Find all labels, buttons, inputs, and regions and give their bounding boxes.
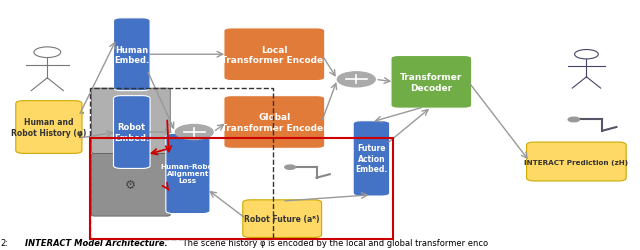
- Text: |: |: [127, 102, 134, 122]
- Text: Robot
Embed.: Robot Embed.: [114, 123, 149, 142]
- FancyBboxPatch shape: [113, 96, 150, 169]
- FancyBboxPatch shape: [92, 89, 170, 154]
- Text: Human and
Robot History (φ): Human and Robot History (φ): [11, 118, 86, 137]
- FancyBboxPatch shape: [16, 101, 82, 154]
- Circle shape: [568, 118, 579, 122]
- Text: Human-Robot
Alignment
Loss: Human-Robot Alignment Loss: [160, 164, 216, 184]
- Bar: [90, 89, 273, 239]
- FancyBboxPatch shape: [113, 19, 150, 91]
- Text: ⚙: ⚙: [125, 178, 136, 192]
- FancyBboxPatch shape: [527, 142, 626, 181]
- Text: INTERACT Model Architecture.: INTERACT Model Architecture.: [25, 238, 168, 248]
- Circle shape: [337, 72, 375, 88]
- Text: INTERACT Prediction (zH): INTERACT Prediction (zH): [524, 159, 628, 165]
- Text: Global
Transformer Encoder: Global Transformer Encoder: [221, 113, 328, 132]
- FancyBboxPatch shape: [166, 134, 210, 214]
- Text: The scene history φ is encoded by the local and global transformer enco: The scene history φ is encoded by the lo…: [180, 238, 488, 248]
- FancyBboxPatch shape: [224, 29, 324, 81]
- Circle shape: [28, 102, 41, 108]
- Text: Human
Embed.: Human Embed.: [114, 45, 149, 65]
- FancyBboxPatch shape: [353, 121, 390, 196]
- Text: 2:: 2:: [0, 238, 8, 248]
- Bar: [90, 139, 393, 239]
- Text: Transformer
Decoder: Transformer Decoder: [400, 73, 463, 92]
- Circle shape: [175, 125, 213, 140]
- FancyBboxPatch shape: [243, 200, 322, 237]
- Text: Future
Action
Embed.: Future Action Embed.: [355, 144, 388, 174]
- Text: Local
Transformer Encoder: Local Transformer Encoder: [221, 45, 328, 65]
- FancyBboxPatch shape: [391, 56, 472, 109]
- Circle shape: [285, 166, 296, 170]
- Text: O: O: [127, 101, 135, 110]
- FancyBboxPatch shape: [224, 96, 324, 149]
- FancyBboxPatch shape: [92, 154, 170, 216]
- Text: Robot Future (aᴿ): Robot Future (aᴿ): [244, 214, 320, 223]
